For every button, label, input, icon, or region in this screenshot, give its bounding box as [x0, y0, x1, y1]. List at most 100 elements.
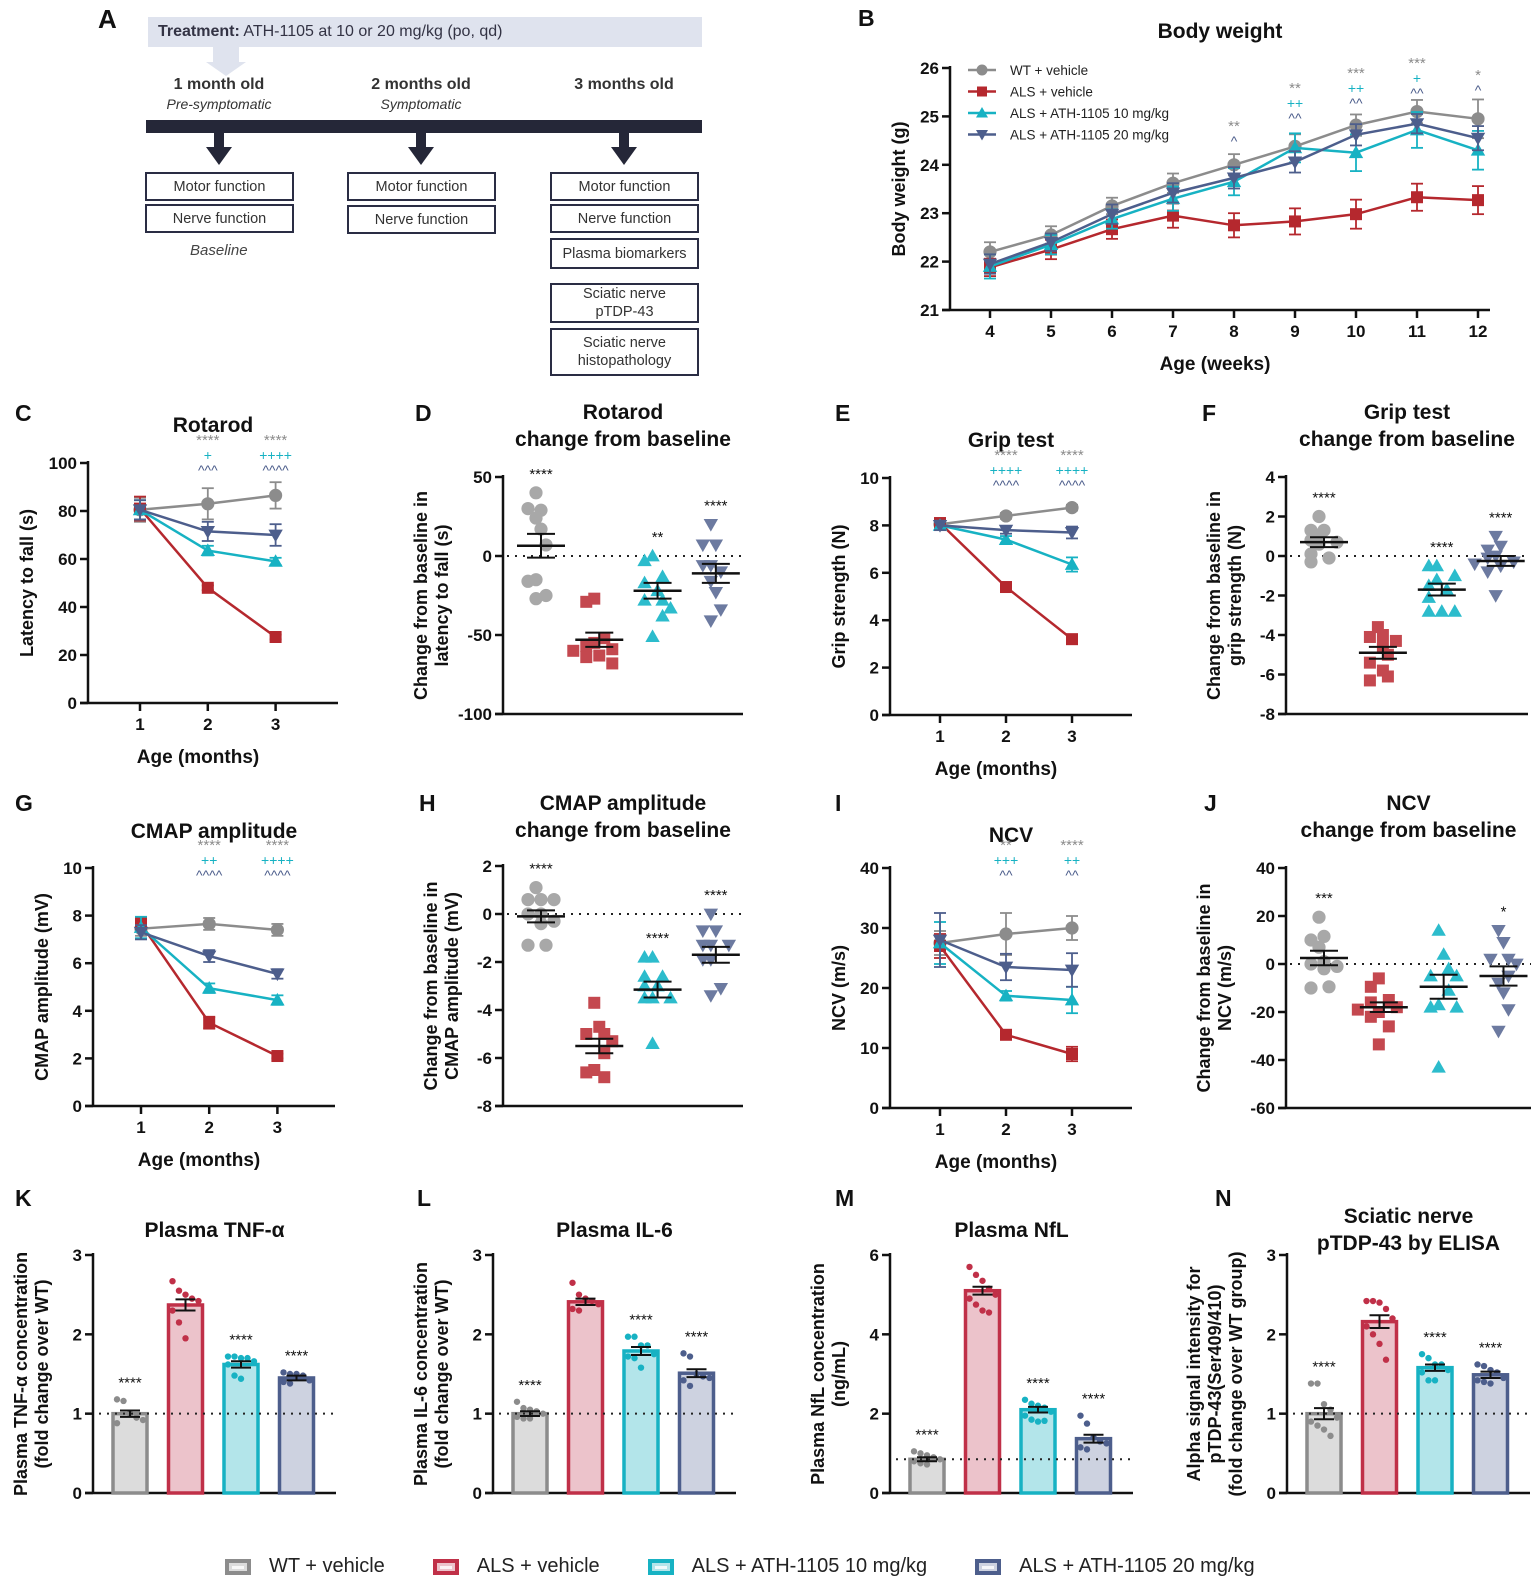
data-point — [280, 1369, 287, 1376]
y-tick-label: 22 — [920, 253, 939, 272]
data-point — [1472, 194, 1484, 207]
data-point — [1491, 925, 1506, 938]
data-point — [637, 950, 652, 963]
data-point — [637, 978, 652, 992]
chart-title: Body weight — [1158, 20, 1283, 43]
data-point — [1287, 140, 1303, 154]
y-axis-label: pTDP-43(Ser409/410) — [1205, 1284, 1225, 1463]
panel-letter: E — [835, 400, 850, 426]
data-point — [680, 1377, 687, 1384]
data-point — [1322, 551, 1336, 565]
group-als-vehicle — [1358, 621, 1407, 687]
data-point — [637, 1364, 645, 1371]
y-tick-label: 50 — [473, 468, 492, 487]
chart-title: Grip test — [968, 429, 1054, 452]
group-als-ath-1105-20-mg-kg: **** — [691, 497, 740, 628]
y-tick-label: -8 — [1260, 705, 1275, 724]
y-tick-label: 30 — [860, 919, 879, 938]
data-point — [703, 990, 719, 1003]
data-point — [624, 1353, 632, 1360]
x-axis-label: Age (months) — [935, 1152, 1057, 1173]
significance-mark: **** — [518, 1377, 542, 1394]
timeline-arrow-3 — [619, 130, 629, 148]
data-point — [1501, 1004, 1516, 1017]
data-point — [529, 881, 543, 895]
data-point — [1167, 209, 1179, 222]
data-point — [1327, 1432, 1334, 1440]
chart-title: NCV — [989, 824, 1033, 847]
significance-mark: ^^^^ — [1059, 477, 1086, 493]
significance-mark: **** — [1312, 1359, 1336, 1376]
x-tick-label: 3 — [1067, 727, 1076, 746]
data-point — [271, 1050, 284, 1063]
significance-mark: ++++ — [990, 462, 1023, 478]
y-axis-label: Change from baseline in — [421, 881, 441, 1090]
data-point — [985, 1309, 993, 1316]
significance-mark: * — [1475, 67, 1481, 84]
x-tick-label: 1 — [935, 1120, 944, 1139]
y-tick-label: 20 — [860, 979, 879, 998]
data-point — [1028, 1400, 1035, 1407]
data-point — [1431, 923, 1446, 936]
significance-mark: ** — [1000, 837, 1012, 854]
significance-mark: **** — [1312, 490, 1336, 507]
legend-swatch-ath20 — [975, 1558, 1002, 1575]
data-point — [703, 519, 719, 532]
data-point — [269, 631, 282, 643]
y-axis-label: CMAP amplitude (mV) — [442, 892, 462, 1080]
data-point — [645, 1036, 660, 1049]
legend-label: ALS + vehicle — [1010, 85, 1093, 100]
y-tick-label: 0 — [1267, 1484, 1276, 1503]
y-tick-label: 3 — [1267, 1246, 1276, 1265]
significance-mark: ^^^^ — [264, 867, 291, 883]
data-point — [606, 657, 619, 670]
series-wt-vehicle — [933, 912, 1079, 956]
treatment-arrow-head — [206, 62, 246, 76]
y-tick-label: -40 — [1250, 1051, 1275, 1070]
data-point — [547, 893, 561, 907]
y-axis-label: Grip strength (N) — [829, 525, 849, 669]
data-point — [182, 1291, 189, 1298]
data-point — [932, 520, 948, 533]
data-point — [1382, 1020, 1395, 1033]
data-point — [1330, 959, 1344, 973]
x-tick-label: 11 — [1408, 322, 1426, 341]
significance-mark: **** — [1423, 1329, 1447, 1346]
series-als-vehicle — [984, 182, 1484, 278]
data-point — [1409, 118, 1425, 131]
data-point — [306, 1377, 313, 1384]
data-point — [695, 925, 711, 938]
data-point — [200, 543, 215, 556]
chart-title: Plasma NfL — [954, 1219, 1069, 1242]
data-point — [1447, 604, 1462, 617]
y-tick-label: -4 — [477, 1001, 493, 1020]
x-axis-label: Age (months) — [137, 747, 259, 768]
data-point — [598, 1071, 611, 1084]
bar-als-ath-1105-20-mg-kg: **** — [277, 1347, 316, 1495]
data-point — [1348, 145, 1364, 159]
bar-als-vehicle — [1360, 1297, 1399, 1495]
data-point — [972, 1271, 980, 1279]
y-tick-label: 2 — [870, 1405, 879, 1424]
data-point — [998, 524, 1014, 538]
data-point — [999, 927, 1013, 941]
data-point — [1314, 1422, 1321, 1429]
y-tick-label: 100 — [49, 454, 77, 473]
timeline-arrow-head-1 — [206, 147, 232, 165]
x-axis-label: Age (weeks) — [1160, 354, 1271, 375]
data-point — [1320, 1426, 1328, 1433]
data-point — [268, 554, 283, 567]
data-point — [972, 1301, 980, 1308]
significance-mark: ** — [1289, 80, 1301, 97]
data-point — [270, 992, 285, 1006]
significance-mark: **** — [198, 837, 222, 854]
y-tick-label: 23 — [920, 204, 939, 223]
data-point — [1096, 1438, 1104, 1445]
data-point — [1381, 670, 1394, 683]
data-point — [1423, 1000, 1438, 1013]
data-point — [1065, 501, 1079, 515]
data-point — [992, 1291, 999, 1298]
data-point — [703, 615, 719, 628]
significance-mark: ++++ — [261, 852, 294, 868]
